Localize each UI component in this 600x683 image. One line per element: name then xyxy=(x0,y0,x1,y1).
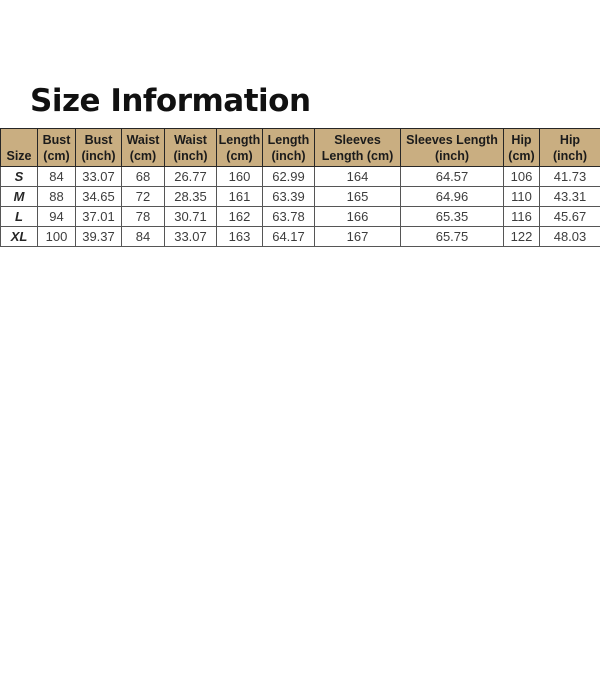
column-header-sleeves-cm: Sleeves Length (cm) xyxy=(315,129,401,167)
size-cell: L xyxy=(1,207,38,227)
value-cell: 34.65 xyxy=(76,187,122,207)
value-cell: 88 xyxy=(38,187,76,207)
table-row-xl: XL 100 39.37 84 33.07 163 64.17 167 65.7… xyxy=(1,227,600,247)
column-header-bust-inch: Bust (inch) xyxy=(76,129,122,167)
column-header-bust-cm: Bust (cm) xyxy=(38,129,76,167)
column-header-length-inch: Length (inch) xyxy=(263,129,315,167)
value-cell: 110 xyxy=(504,187,540,207)
size-cell: M xyxy=(1,187,38,207)
value-cell: 68 xyxy=(122,167,165,187)
value-cell: 65.35 xyxy=(401,207,504,227)
value-cell: 78 xyxy=(122,207,165,227)
value-cell: 84 xyxy=(122,227,165,247)
value-cell: 160 xyxy=(217,167,263,187)
value-cell: 63.78 xyxy=(263,207,315,227)
value-cell: 106 xyxy=(504,167,540,187)
value-cell: 161 xyxy=(217,187,263,207)
value-cell: 41.73 xyxy=(540,167,600,187)
value-cell: 64.96 xyxy=(401,187,504,207)
value-cell: 122 xyxy=(504,227,540,247)
size-cell: XL xyxy=(1,227,38,247)
value-cell: 33.07 xyxy=(165,227,217,247)
value-cell: 48.03 xyxy=(540,227,600,247)
value-cell: 100 xyxy=(38,227,76,247)
column-header-hip-inch: Hip (inch) xyxy=(540,129,600,167)
column-header-waist-cm: Waist (cm) xyxy=(122,129,165,167)
page-title: Size Information xyxy=(30,83,600,119)
value-cell: 63.39 xyxy=(263,187,315,207)
value-cell: 64.57 xyxy=(401,167,504,187)
value-cell: 65.75 xyxy=(401,227,504,247)
value-cell: 62.99 xyxy=(263,167,315,187)
value-cell: 116 xyxy=(504,207,540,227)
column-header-hip-cm: Hip (cm) xyxy=(504,129,540,167)
table-row-l: L 94 37.01 78 30.71 162 63.78 166 65.35 … xyxy=(1,207,600,227)
value-cell: 166 xyxy=(315,207,401,227)
column-header-sleeves-inch: Sleeves Length (inch) xyxy=(401,129,504,167)
value-cell: 28.35 xyxy=(165,187,217,207)
value-cell: 64.17 xyxy=(263,227,315,247)
size-cell: S xyxy=(1,167,38,187)
value-cell: 37.01 xyxy=(76,207,122,227)
value-cell: 84 xyxy=(38,167,76,187)
value-cell: 163 xyxy=(217,227,263,247)
header-row: Size Bust (cm) Bust (inch) Waist (cm) Wa… xyxy=(1,129,600,167)
value-cell: 167 xyxy=(315,227,401,247)
value-cell: 165 xyxy=(315,187,401,207)
table-row-m: M 88 34.65 72 28.35 161 63.39 165 64.96 … xyxy=(1,187,600,207)
value-cell: 162 xyxy=(217,207,263,227)
column-header-size: Size xyxy=(1,129,38,167)
table-row-s: S 84 33.07 68 26.77 160 62.99 164 64.57 … xyxy=(1,167,600,187)
value-cell: 43.31 xyxy=(540,187,600,207)
value-cell: 72 xyxy=(122,187,165,207)
value-cell: 39.37 xyxy=(76,227,122,247)
column-header-length-cm: Length (cm) xyxy=(217,129,263,167)
value-cell: 26.77 xyxy=(165,167,217,187)
value-cell: 45.67 xyxy=(540,207,600,227)
size-chart-image: Size Information Size Bust (cm) Bust (in… xyxy=(0,83,600,683)
value-cell: 30.71 xyxy=(165,207,217,227)
value-cell: 94 xyxy=(38,207,76,227)
value-cell: 164 xyxy=(315,167,401,187)
size-table: Size Bust (cm) Bust (inch) Waist (cm) Wa… xyxy=(0,128,600,247)
column-header-waist-inch: Waist (inch) xyxy=(165,129,217,167)
value-cell: 33.07 xyxy=(76,167,122,187)
